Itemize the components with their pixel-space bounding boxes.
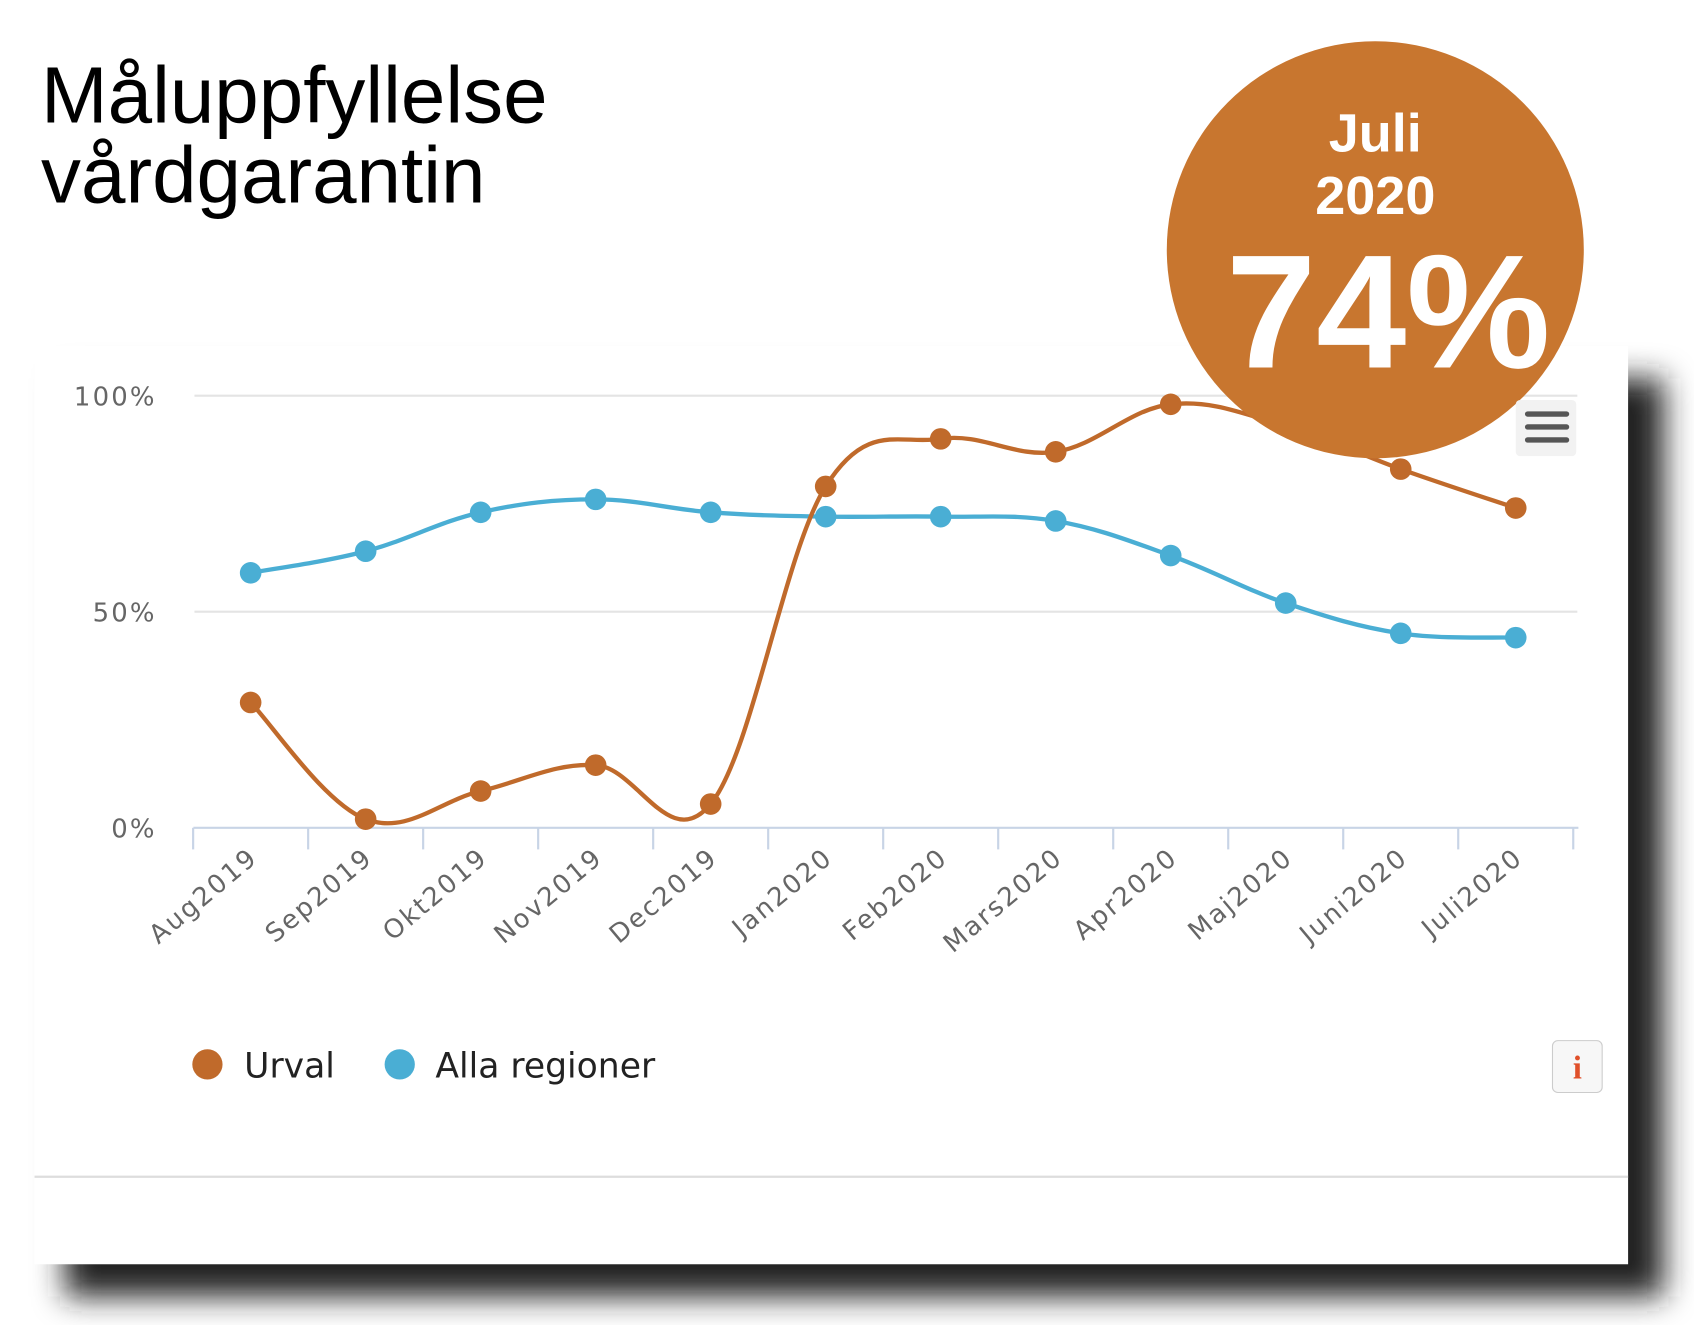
info-icon: i <box>1573 1050 1582 1086</box>
data-point-urval <box>354 808 377 830</box>
legend-marker-urval <box>192 1049 223 1080</box>
data-point-urval <box>584 754 607 776</box>
data-point-alla-regioner <box>239 562 262 584</box>
data-point-alla-regioner <box>469 501 492 524</box>
badge-value: 74% <box>1226 222 1550 403</box>
badge-month: Juli <box>1329 103 1422 163</box>
data-point-urval <box>469 780 492 802</box>
legend-marker-alla-regioner <box>384 1049 415 1080</box>
data-point-urval <box>239 691 262 714</box>
hamburger-menu-icon <box>1524 411 1570 443</box>
chart-card <box>34 345 1629 1265</box>
data-point-alla-regioner <box>1504 626 1527 649</box>
data-point-urval <box>1389 458 1412 480</box>
legend-label-alla-regioner: Alla regioner <box>435 1046 656 1086</box>
data-point-urval <box>814 475 837 498</box>
info-button[interactable]: i <box>1551 1040 1603 1094</box>
data-point-alla-regioner <box>1044 510 1067 532</box>
data-point-urval <box>1504 497 1527 519</box>
title-line-2: vårdgarantin <box>41 130 485 219</box>
legend-item-alla-regioner[interactable]: Alla regioner <box>384 1046 656 1086</box>
badge-year: 2020 <box>1315 166 1435 226</box>
badge-circle <box>1166 41 1584 459</box>
y-tick-label: 0% <box>111 815 156 845</box>
data-point-urval <box>1044 441 1067 463</box>
data-point-urval <box>699 793 722 815</box>
title-line-1: Måluppfyllelse <box>41 50 548 139</box>
badge: Juli 2020 74% <box>1166 41 1584 459</box>
data-point-urval <box>929 428 952 450</box>
legend-item-urval[interactable]: Urval <box>192 1046 335 1086</box>
legend: Urval Alla regioner <box>192 1046 656 1086</box>
data-point-alla-regioner <box>584 488 607 511</box>
legend-label-urval: Urval <box>244 1046 335 1086</box>
data-point-alla-regioner <box>1389 622 1412 645</box>
y-tick-label: 100% <box>74 382 157 412</box>
data-point-alla-regioner <box>354 540 377 563</box>
data-point-urval <box>1159 393 1182 416</box>
data-point-alla-regioner <box>699 501 722 524</box>
data-point-alla-regioner <box>1159 544 1182 567</box>
data-point-alla-regioner <box>1274 592 1297 614</box>
data-point-alla-regioner <box>814 505 837 528</box>
data-point-alla-regioner <box>929 505 952 528</box>
chart-menu-button[interactable] <box>1515 399 1577 457</box>
y-tick-label: 50% <box>93 598 157 628</box>
